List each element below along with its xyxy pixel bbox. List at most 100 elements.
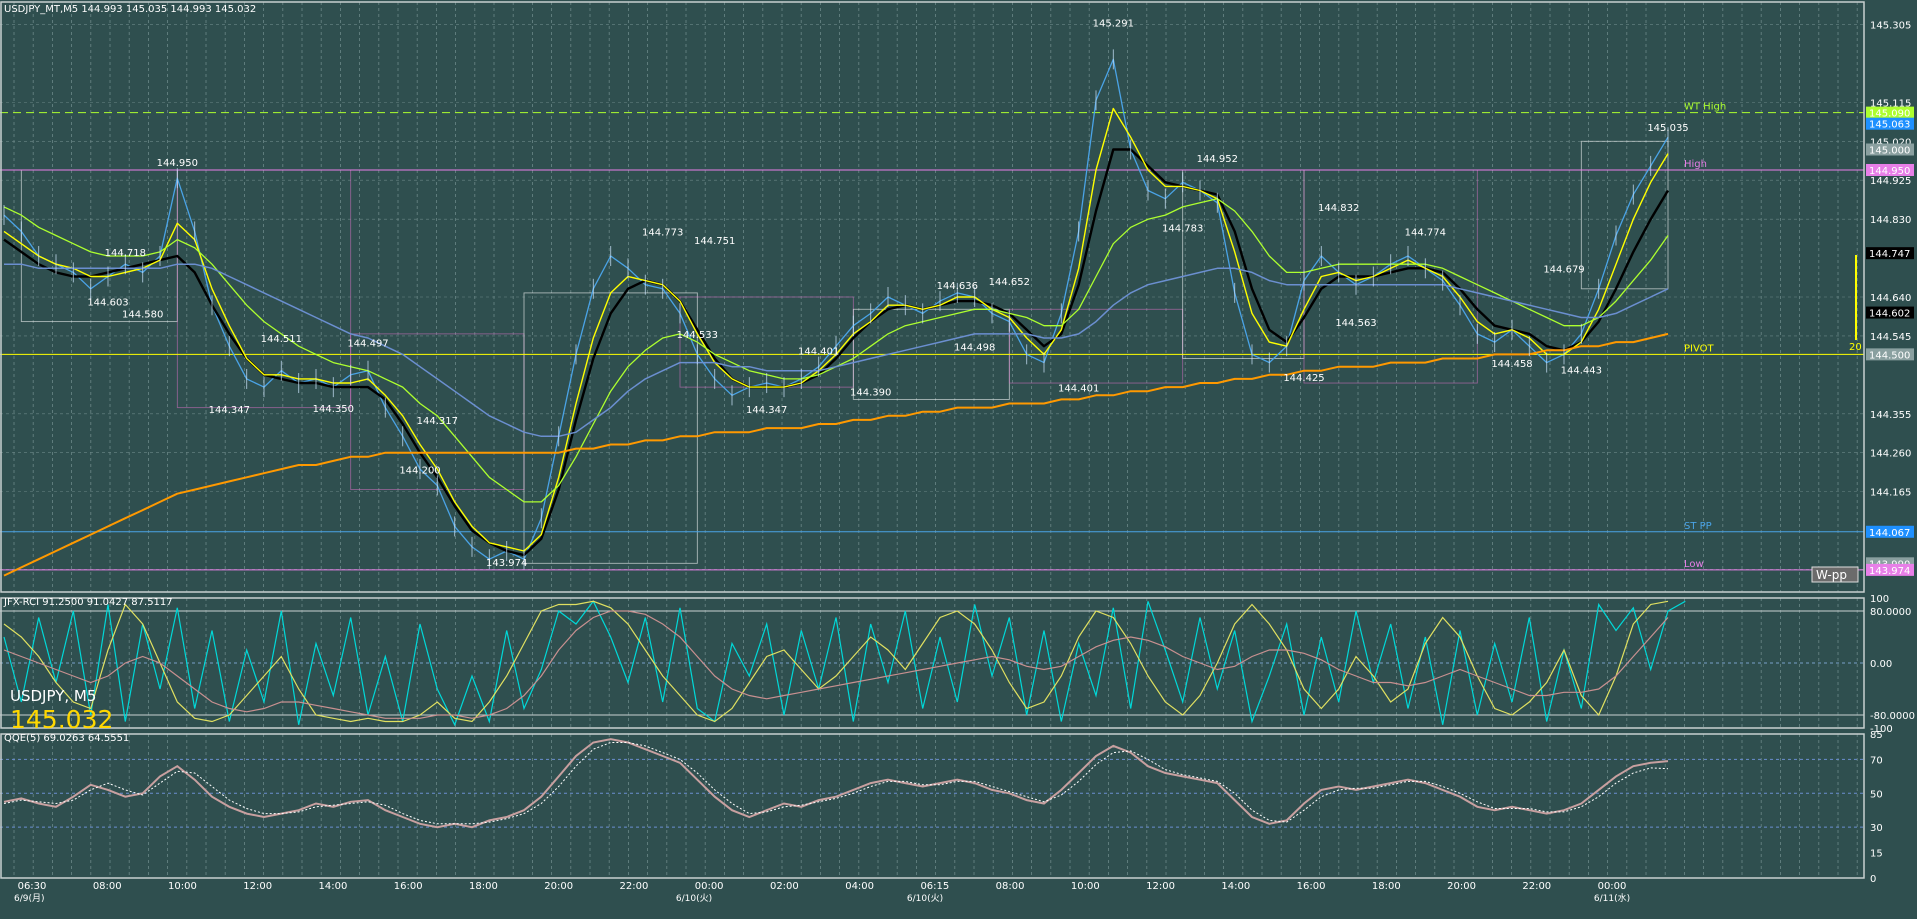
price-tag-label: 144.500 <box>1869 350 1910 361</box>
qqe-tick-label: 30 <box>1870 823 1883 834</box>
range-bar-label: 20 <box>1849 342 1862 353</box>
price-tag <box>1866 143 1914 156</box>
price-annotation: 144.347 <box>746 405 787 416</box>
x-tick-label: 12:00 <box>243 881 272 892</box>
price-tag <box>1866 348 1914 361</box>
qqe-tick-label: 70 <box>1870 755 1883 766</box>
price-annotation: 144.347 <box>209 405 250 416</box>
x-tick-label: 10:00 <box>1071 881 1100 892</box>
x-tick-label: 12:00 <box>1146 881 1175 892</box>
price-tag <box>1866 247 1914 260</box>
x-tick-label: 02:00 <box>770 881 799 892</box>
rci-tick-label: -100 <box>1870 724 1893 735</box>
x-tick-label: 08:00 <box>93 881 122 892</box>
date-label: 6/9(月) <box>14 893 45 904</box>
price-annotation: 144.498 <box>954 342 995 353</box>
price-tag <box>1866 306 1914 319</box>
x-tick-label: 06:15 <box>920 881 949 892</box>
price-annotations: 145.291 144.950 144.718 144.603 144.580 144.3… <box>87 18 1688 569</box>
price-annotation: 144.952 <box>1197 154 1238 165</box>
x-tick-label: 22:00 <box>1522 881 1551 892</box>
series-rci_short <box>3 600 1686 727</box>
rci-info-label: JFX-RCI 91.2500 91.0427 87.5117 <box>3 597 173 608</box>
x-tick-label: 06:30 <box>18 881 47 892</box>
x-tick-label: 16:00 <box>394 881 423 892</box>
price-tag-label: 144.747 <box>1869 249 1910 260</box>
level-label: ST PP <box>1684 521 1712 532</box>
price-annotation: 144.774 <box>1405 228 1446 239</box>
rci-panel[interactable]: 100 80.0000 0.00 -80.0000 -100 <box>0 594 1915 735</box>
price-annotation: 144.511 <box>261 334 302 345</box>
price-tag-label: 145.090 <box>1869 109 1910 120</box>
price-annotation: 144.443 <box>1561 366 1602 377</box>
grid-lines <box>0 2 1864 878</box>
level-label: WT High <box>1684 102 1726 113</box>
range-box <box>1580 140 1669 290</box>
x-tick-label: 20:00 <box>544 881 573 892</box>
price-annotation: 144.603 <box>87 297 128 308</box>
price-tag <box>1866 117 1914 130</box>
qqe-tick-label: 15 <box>1870 849 1883 860</box>
price-annotation: 144.401 <box>798 346 839 357</box>
price-tag-label: 145.000 <box>1869 146 1910 157</box>
series-ma_blue <box>4 263 1669 438</box>
price-annotation: 144.580 <box>122 310 163 321</box>
wpp-label: W-pp <box>1816 568 1847 582</box>
price-annotation: 144.533 <box>677 330 718 341</box>
price-annotation: 144.390 <box>850 387 891 398</box>
y-tick-label: 145.305 <box>1870 21 1911 32</box>
y-tick-label: 145.115 <box>1870 98 1911 109</box>
y-tick-label: 144.260 <box>1870 449 1911 460</box>
x-tick-label: 00:00 <box>695 881 724 892</box>
qqe-info-label: QQE(5) 69.0263 64.5551 <box>4 733 129 744</box>
price-annotation: 144.636 <box>937 281 978 292</box>
y-tick-label: 144.830 <box>1870 215 1911 226</box>
y-tick-label: 144.355 <box>1870 410 1911 421</box>
price-annotation: 144.458 <box>1491 359 1532 370</box>
level-label: Low <box>1684 559 1704 570</box>
y-tick-label: 144.640 <box>1870 293 1911 304</box>
price-tag-label: 143.974 <box>1869 566 1910 577</box>
main-price-panel[interactable] <box>3 49 1670 577</box>
qqe-panel[interactable]: 85 70 50 30 15 0 <box>0 730 1883 885</box>
price-annotation: 144.425 <box>1283 373 1324 384</box>
price-annotation: 144.679 <box>1543 265 1584 276</box>
price-tag-label: 144.067 <box>1869 528 1910 539</box>
x-tick-label: 22:00 <box>619 881 648 892</box>
x-tick-label: 18:00 <box>1372 881 1401 892</box>
price-annotation: 144.317 <box>417 416 458 427</box>
date-label: 6/10(火) <box>907 893 943 904</box>
series-rci_mid <box>3 600 1669 723</box>
level-label: High <box>1684 159 1707 170</box>
series-qqe_rsi <box>3 738 1669 829</box>
y-tick-label: 144.925 <box>1870 176 1911 187</box>
wpp-box <box>1811 566 1859 583</box>
x-tick-label: 00:00 <box>1598 881 1627 892</box>
panel-frame <box>0 1 1865 593</box>
price-annotation: 143.974 <box>486 558 527 569</box>
x-tick-label: 20:00 <box>1447 881 1476 892</box>
x-tick-label: 18:00 <box>469 881 498 892</box>
symbol-timeframe: USDJPY, M5 <box>10 687 96 705</box>
qqe-tick-label: 85 <box>1870 730 1883 741</box>
rci-tick-label: 80.0000 <box>1870 607 1911 618</box>
main-info-label: USDJPY_MT,M5 144.993 145.035 144.993 145… <box>4 4 256 15</box>
price-annotation: 144.563 <box>1335 318 1376 329</box>
price-tag <box>1866 563 1914 576</box>
price-annotation: 144.652 <box>989 277 1030 288</box>
rci-tick-label: 100 <box>1870 594 1889 605</box>
series-rci_long <box>3 610 1669 719</box>
level-label: PIVOT <box>1684 343 1715 354</box>
qqe-tick-label: 50 <box>1870 789 1883 800</box>
price-annotation: 144.200 <box>399 465 440 476</box>
last-price: 145.032 <box>10 705 113 734</box>
y-tick-label: 144.165 <box>1870 488 1911 499</box>
price-annotation: 145.035 <box>1647 123 1688 134</box>
price-tag <box>1866 525 1914 538</box>
rci-tick-label: 0.00 <box>1870 659 1892 670</box>
price-annotation: 144.751 <box>694 236 735 247</box>
x-tick-label: 08:00 <box>996 881 1025 892</box>
qqe-tick-label: 0 <box>1870 874 1876 885</box>
